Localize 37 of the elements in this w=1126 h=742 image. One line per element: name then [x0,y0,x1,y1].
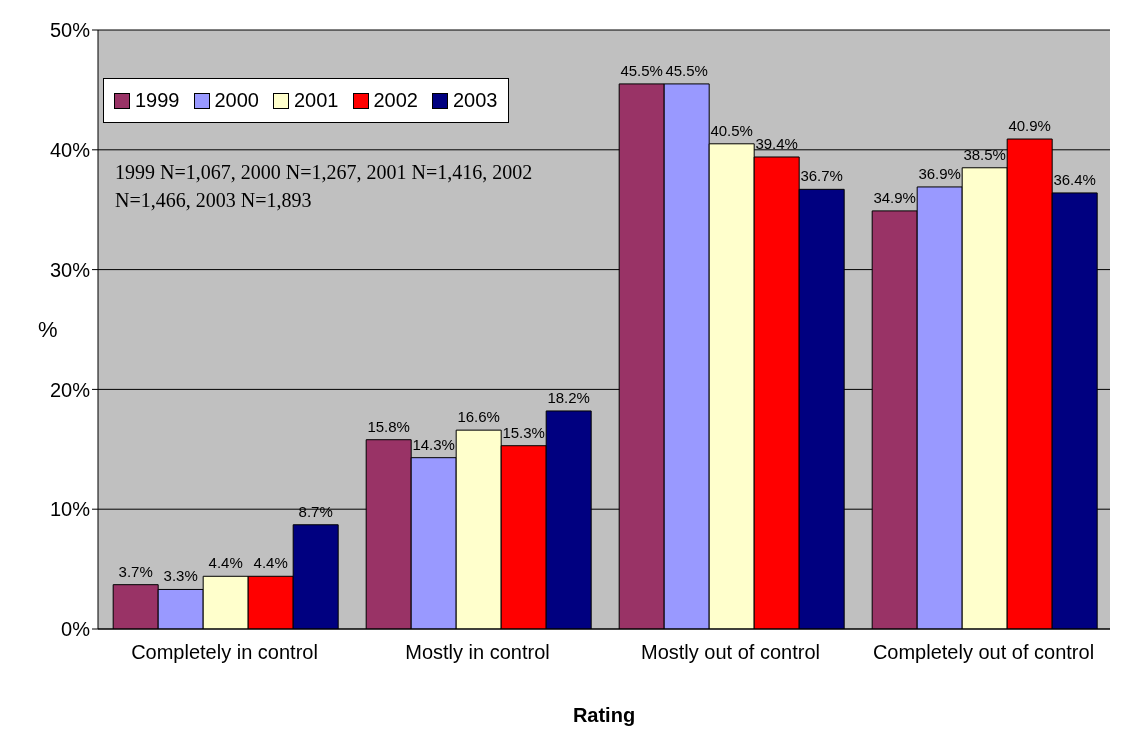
data-label: 36.4% [1053,170,1096,188]
data-label: 38.5% [963,145,1006,163]
data-label: 4.4% [253,554,288,572]
x-tick-label: Mostly in control [405,641,550,664]
x-tick-label: Mostly out of control [641,641,820,664]
y-tick-label: 0% [61,618,91,641]
data-label: 36.9% [918,164,961,182]
data-label: 45.5% [620,61,663,79]
y-tick-label: 30% [49,258,91,281]
data-label: 15.8% [367,417,410,435]
legend-label: 2003 [453,89,498,112]
legend-label: 2000 [214,89,259,112]
y-tick-label: 20% [49,378,91,401]
x-axis-title: Rating [572,704,636,726]
data-label: 39.4% [755,134,798,152]
y-tick-label: 40% [49,138,91,161]
y-tick-label: 10% [49,498,91,521]
legend-label: 1999 [135,89,180,112]
data-label: 3.3% [163,567,198,585]
x-tick-label: Completely out of control [872,641,1095,664]
y-axis-title: % [38,317,58,343]
data-label: 16.6% [457,408,500,426]
data-label: 36.7% [800,167,843,185]
data-label: 3.7% [118,562,153,580]
data-label: 14.3% [412,435,455,453]
data-label: 34.9% [873,188,916,206]
annotation: 1999 N=1,067, 2000 N=1,267, 2001 N=1,416, 2002 N=1,466, 2003 N=1,893 [115,160,534,213]
data-label: 40.9% [1008,117,1051,135]
data-label: 18.2% [547,388,590,406]
legend-label: 2002 [373,89,418,112]
data-label: 40.5% [710,121,753,139]
data-label: 4.4% [208,554,243,572]
y-tick-label: 50% [49,19,91,42]
data-label: 45.5% [665,61,708,79]
x-tick-label: Completely in control [131,641,318,664]
data-label: 15.3% [502,423,545,441]
legend-label: 2001 [294,89,339,112]
